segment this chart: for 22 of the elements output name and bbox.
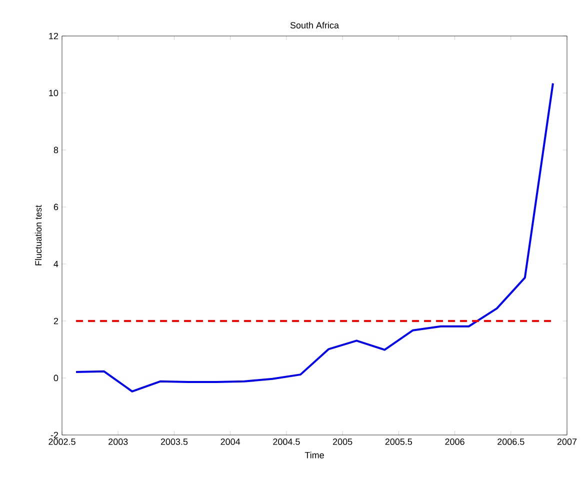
y-tick-label: 8 bbox=[54, 146, 58, 154]
x-tick-label: 2006.5 bbox=[498, 438, 524, 445]
y-tick-label: 0 bbox=[54, 374, 58, 382]
x-tick-label: 2004.5 bbox=[273, 438, 300, 445]
x-tick-label: 2002.5 bbox=[48, 438, 76, 445]
y-tick-label: 6 bbox=[54, 204, 58, 210]
x-tick-label: 2003.5 bbox=[160, 438, 188, 445]
x-tick-label: 2003 bbox=[108, 438, 128, 445]
y-tick-label: 4 bbox=[54, 260, 58, 268]
x-axis-title: Time bbox=[304, 452, 324, 458]
y-tick-label: 2 bbox=[54, 318, 58, 324]
x-tick-label: 2006 bbox=[445, 438, 464, 445]
x-tick-label: 2005 bbox=[332, 438, 352, 445]
y-tick-label: 10 bbox=[49, 90, 58, 96]
chart-title: South Africa bbox=[290, 22, 339, 28]
y-tick-label: -2 bbox=[50, 432, 58, 438]
y-axis-title: Fluctuation test bbox=[34, 205, 42, 266]
x-tick-label: 2004 bbox=[220, 438, 240, 445]
line-series bbox=[75, 82, 554, 392]
x-tick-label: 2005.5 bbox=[385, 438, 412, 445]
y-tick-label: 12 bbox=[49, 32, 58, 40]
x-tick-label: 2007 bbox=[557, 438, 577, 445]
